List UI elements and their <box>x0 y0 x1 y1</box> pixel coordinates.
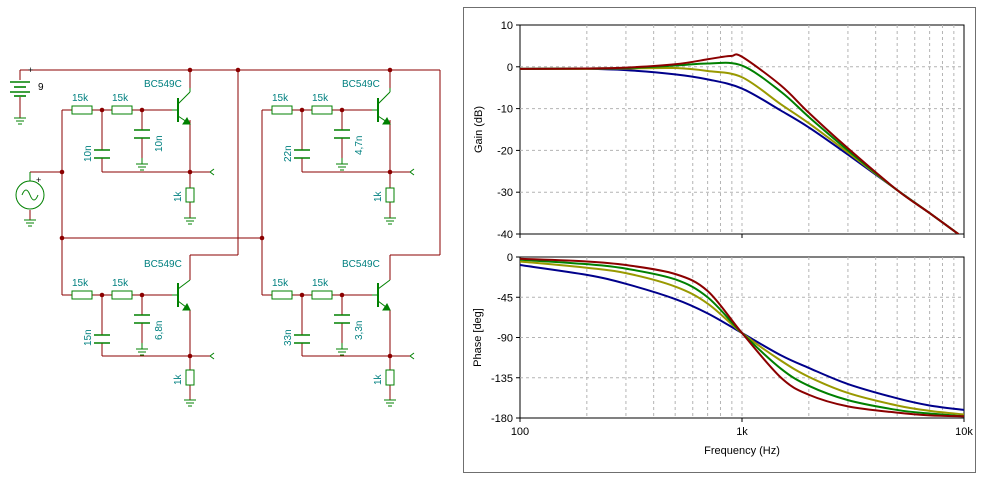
stage2-transistor-label: BC549C <box>342 79 380 90</box>
wire-junctions <box>59 67 393 359</box>
generator-plus-sign: + <box>36 175 41 185</box>
stage3-r2-label: 15k <box>112 278 129 289</box>
stage3-c-shunt-label: 15n <box>83 329 94 346</box>
gain-y-tick-label: -20 <box>497 145 513 157</box>
stage4-r1-label: 15k <box>272 278 289 289</box>
stage1-r2-label: 15k <box>112 93 129 104</box>
output-probe-icons <box>209 168 415 360</box>
schematic-labels: 9 + + 15k 15k BC549C 10n 10n 1k 15k 15k … <box>28 65 384 385</box>
stage3-r1-label: 15k <box>72 278 89 289</box>
bode-plot-panel: 10 0 -10 -20 -30 -40 Gain (dB) 0 -45 -90 -135 -180… <box>463 7 976 473</box>
stage2-r2-label: 15k <box>312 93 329 104</box>
gain-y-tick-label: -40 <box>497 229 513 241</box>
stage3-r-load-label: 1k <box>173 373 184 385</box>
stage3-c-gnd-label: 6,8n <box>154 321 165 340</box>
stage4-r-load-label: 1k <box>373 373 384 385</box>
phase-x-axis-label: Frequency (Hz) <box>704 445 780 457</box>
stage4-transistor-label: BC549C <box>342 259 380 270</box>
phase-y-tick-label: -135 <box>491 373 513 385</box>
phase-series-line-3 <box>520 258 964 418</box>
phase-plot: 0 -45 -90 -135 -180 Phase [deg] 100 1k 10k Freque… <box>472 252 973 457</box>
phase-series-line-4 <box>520 257 964 418</box>
gain-plot: 10 0 -10 -20 -30 -40 Gain (dB) <box>473 20 965 241</box>
phase-y-tick-label: 0 <box>507 252 513 264</box>
stage2-r1-label: 15k <box>272 93 289 104</box>
stage2-r-load-label: 1k <box>373 190 384 202</box>
gain-y-tick-label: -10 <box>497 104 513 116</box>
stage1-c-shunt-label: 10n <box>83 145 94 162</box>
stage4-c-gnd-label: 3,3n <box>354 321 365 340</box>
phase-x-tick-label: 100 <box>511 426 529 438</box>
signal-generator-icon <box>15 172 45 210</box>
resistor-icons <box>71 105 395 386</box>
battery-icon <box>10 81 30 97</box>
gain-y-tick-label: -30 <box>497 187 513 199</box>
phase-y-tick-label: -45 <box>497 292 513 304</box>
phase-y-axis-label: Phase [deg] <box>472 308 484 367</box>
stage4-r2-label: 15k <box>312 278 329 289</box>
gain-y-tick-label: 0 <box>507 62 513 74</box>
stage1-c-gnd-label: 10n <box>154 135 165 152</box>
gain-series-line-4 <box>520 53 960 234</box>
stage1-r-load-label: 1k <box>173 190 184 202</box>
supply-label: 9 <box>38 82 44 93</box>
circuit-schematic: 9 + + 15k 15k BC549C 10n 10n 1k 15k 15k … <box>10 65 441 407</box>
stage3-transistor-label: BC549C <box>144 259 182 270</box>
phase-x-tick-label: 1k <box>736 426 748 438</box>
phase-series-line-1 <box>520 264 964 411</box>
gain-y-axis-label: Gain (dB) <box>473 106 485 153</box>
phase-series-line-2 <box>520 260 964 416</box>
transistor-icons <box>172 88 391 311</box>
stage2-c-shunt-label: 22n <box>283 145 294 162</box>
stage2-c-gnd-label: 4,7n <box>354 136 365 155</box>
capacitor-icons <box>94 129 350 344</box>
components <box>10 81 415 407</box>
stage1-transistor-label: BC549C <box>144 79 182 90</box>
phase-x-tick-label: 10k <box>955 426 973 438</box>
stage1-r1-label: 15k <box>72 93 89 104</box>
gain-y-tick-label: 10 <box>501 20 513 32</box>
stage4-c-shunt-label: 33n <box>283 329 294 346</box>
phase-y-tick-label: -90 <box>497 333 513 345</box>
battery-plus-sign: + <box>28 65 33 75</box>
phase-y-tick-label: -180 <box>491 413 513 425</box>
ground-icons <box>14 117 396 407</box>
